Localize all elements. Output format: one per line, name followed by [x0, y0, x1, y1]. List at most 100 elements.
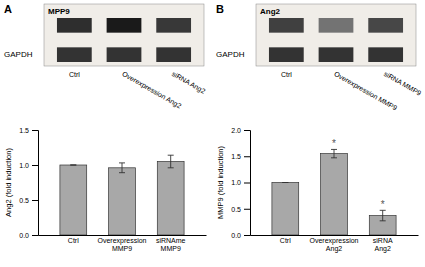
y-tick: 0.0 [231, 232, 250, 239]
error-cap [119, 162, 125, 163]
x-axis: Ctrl OverexpressionAng2 siRNAAng2 [251, 236, 419, 253]
error-bar [331, 149, 337, 157]
error-cap [331, 157, 337, 158]
y-tick-mark [244, 130, 250, 131]
group-label: siRNA MMP9 [383, 70, 423, 97]
y-axis-line [244, 131, 251, 236]
error-bar [168, 155, 174, 168]
y-tick-mark [32, 130, 38, 131]
y-tick-label: 1.5 [231, 153, 241, 160]
error-bar [282, 182, 288, 183]
error-cap [380, 220, 386, 221]
x-tick: siRNAmeMMP9 [156, 237, 186, 252]
blot-box [44, 4, 204, 66]
blot-panel: BAng2GAPDHCtrlOverexpression MMP9siRNA M… [216, 3, 422, 113]
band [107, 18, 142, 33]
error-cap [168, 167, 174, 168]
band [319, 18, 354, 33]
row-label: Ang2 [260, 7, 281, 16]
error-cap [119, 172, 125, 173]
bar [321, 154, 348, 235]
band [57, 47, 92, 62]
band [368, 18, 403, 33]
x-tick: OverexpressionMMP9 [97, 237, 146, 252]
error-stem [382, 210, 383, 221]
y-tick-label: 1.0 [231, 179, 241, 186]
band [269, 18, 304, 33]
error-bar [70, 165, 76, 166]
plot-area [272, 149, 396, 235]
y-axis-title: MMP9 (fold induction) [216, 146, 225, 219]
significance: * [332, 138, 336, 149]
figure: AMPP9GAPDHCtrlOverexpression Ang2siRNA A… [0, 0, 425, 267]
row-label: MPP9 [48, 7, 70, 16]
y-tick-mark [244, 209, 250, 210]
bar [109, 168, 136, 235]
y-tick: 0.5 [19, 197, 38, 204]
y-tick-label: 1.5 [19, 127, 29, 134]
x-tick-label: Ctrl [280, 237, 291, 244]
band [107, 47, 142, 62]
error-bar [380, 210, 386, 221]
y-axis: 0.0 0.5 1.0 1.5 2.0 [231, 127, 250, 239]
x-axis-line [251, 235, 419, 236]
y-axis-title: Ang2 (fold induction) [4, 148, 13, 217]
error-cap [168, 155, 174, 156]
plot-area [60, 155, 184, 235]
y-tick: 0.5 [231, 205, 250, 212]
y-tick-label: 1.0 [19, 162, 29, 169]
x-tick: siRNAAng2 [373, 237, 393, 253]
y-tick-label: 0.0 [19, 232, 29, 239]
bar [60, 165, 87, 235]
blot-box [256, 4, 416, 66]
bar-chart: 0.0 0.5 1.0 1.5 2.0 Ctrl OverexpressionAng2 siR… [216, 127, 419, 253]
y-axis: 0.0 0.5 1.0 1.5 [19, 127, 38, 239]
panel-letter: B [216, 3, 224, 15]
error-stem [334, 149, 335, 157]
bar-chart: 0.0 0.5 1.0 1.5 Ctrl OverexpressionMMP9 siRNAm… [4, 127, 207, 252]
error-cap [70, 165, 76, 166]
y-tick: 1.5 [19, 127, 38, 134]
y-axis-line [32, 131, 39, 236]
x-axis: Ctrl OverexpressionMMP9 siRNAmeMMP9 [39, 236, 207, 252]
y-tick: 1.0 [19, 162, 38, 169]
error-cap [282, 182, 288, 183]
bar [157, 162, 184, 236]
error-cap [282, 182, 288, 183]
band [269, 47, 304, 62]
x-tick: Ctrl [68, 237, 79, 244]
x-tick: OverexpressionAng2 [309, 237, 358, 253]
blot-panel: AMPP9GAPDHCtrlOverexpression Ang2siRNA A… [4, 3, 207, 110]
group-label: Ctrl [69, 71, 80, 78]
error-stem [170, 155, 171, 168]
y-tick: 1.0 [231, 179, 250, 186]
y-tick-label: 2.0 [231, 127, 241, 134]
y-tick: 1.5 [231, 153, 250, 160]
band [156, 18, 191, 33]
x-tick-label: siRNAmeMMP9 [156, 237, 186, 252]
error-stem [122, 163, 123, 173]
y-tick: 2.0 [231, 127, 250, 134]
y-tick-mark [32, 200, 38, 201]
panel-letter: A [4, 3, 12, 15]
row-label: GAPDH [216, 50, 245, 59]
y-tick-label: 0.5 [19, 197, 29, 204]
y-tick-label: 0.5 [231, 205, 241, 212]
x-tick-label: Ctrl [68, 237, 79, 244]
bar [272, 183, 299, 236]
y-tick-mark [244, 183, 250, 184]
group-label: siRNA Ang2 [170, 70, 206, 96]
y-tick-mark [244, 235, 250, 236]
band [319, 47, 354, 62]
x-tick-label: OverexpressionAng2 [309, 237, 358, 253]
y-tick-mark [32, 165, 38, 166]
band [368, 47, 403, 62]
x-axis-line [39, 235, 207, 236]
group-label: Ctrl [281, 71, 292, 78]
x-tick: Ctrl [280, 237, 291, 244]
row-label: GAPDH [4, 50, 33, 59]
y-tick-mark [244, 156, 250, 157]
significance: * [381, 199, 385, 210]
y-tick-label: 0.0 [231, 232, 241, 239]
band [57, 18, 92, 33]
